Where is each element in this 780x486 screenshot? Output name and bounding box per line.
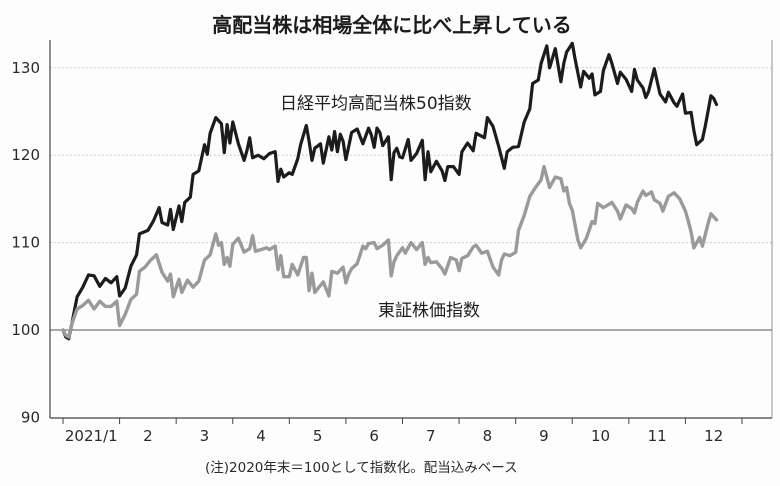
- x-tick-label: 9: [539, 427, 549, 445]
- x-tick-label: 10: [591, 427, 610, 445]
- y-tick-label: 90: [21, 408, 40, 426]
- x-tick-label: 12: [704, 427, 723, 445]
- y-tick-label: 130: [11, 59, 40, 77]
- y-tick-label: 110: [11, 234, 40, 252]
- series-label-high-dividend: 日経平均高配当株50指数: [280, 94, 472, 114]
- x-tick-label: 2021/1: [65, 427, 118, 445]
- x-tick-label: 5: [313, 427, 323, 445]
- x-tick-label: 2: [143, 427, 153, 445]
- axes: 90 100 110 120 130 2021/1 2 3 4 5 6 7 8 9 10 11 12: [11, 40, 773, 445]
- series-lines: [61, 41, 719, 341]
- x-tick-label: 6: [369, 427, 379, 445]
- x-tick-label: 3: [200, 427, 210, 445]
- chart-note: (注)2020年末＝100として指数化。配当込みベース: [205, 460, 518, 476]
- chart-title: 高配当株は相場全体に比べ上昇している: [212, 13, 571, 37]
- series-line-high-dividend: [61, 41, 719, 341]
- series-label-topix: 東証株価指数: [378, 301, 480, 321]
- x-tick-label: 4: [256, 427, 266, 445]
- x-tick-label: 8: [483, 427, 493, 445]
- y-tick-label: 120: [11, 146, 40, 164]
- x-tick-label: 7: [426, 427, 436, 445]
- series-line-topix: [61, 164, 719, 339]
- x-tick-label: 11: [648, 427, 667, 445]
- y-tick-label: 100: [11, 321, 40, 339]
